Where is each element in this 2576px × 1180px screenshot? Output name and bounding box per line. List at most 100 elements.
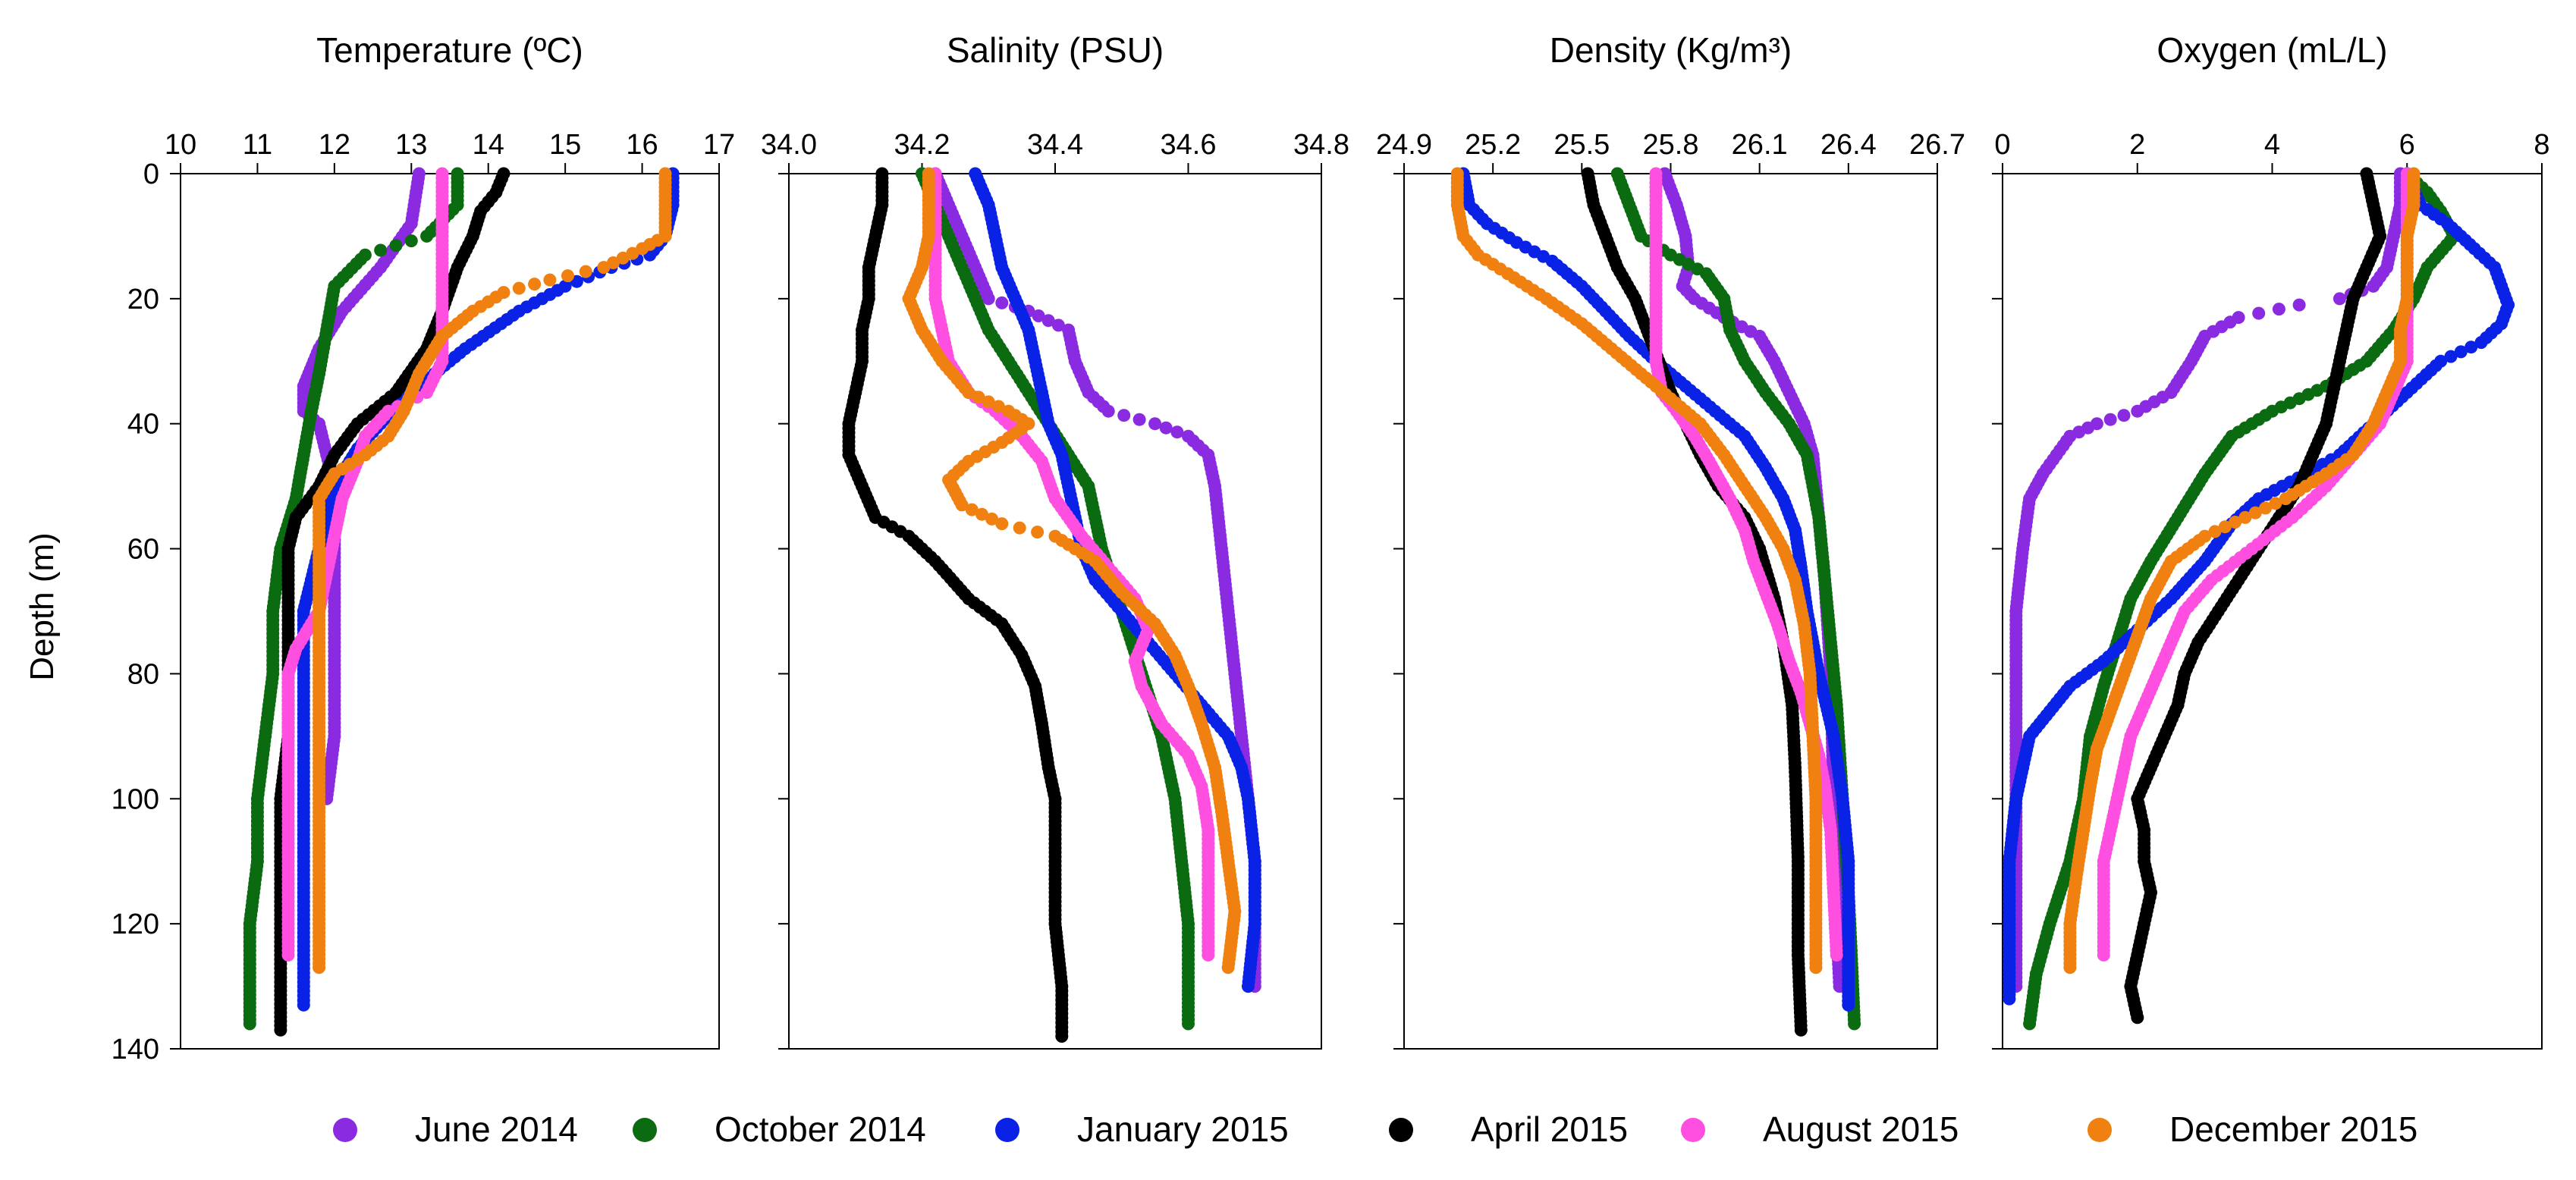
data-point [1041,314,1055,328]
data-point [2464,341,2478,354]
data-point [2229,516,2242,529]
x-tick-label: 25.2 [1465,129,1521,161]
x-tick-label: 4 [2264,129,2280,161]
data-point [2023,1017,2037,1031]
data-point [2259,501,2273,515]
x-tick-label: 26.4 [1820,129,1877,161]
data-point [985,512,999,526]
data-point [2218,520,2232,534]
data-point [982,292,995,306]
data-point [2454,345,2468,359]
y-tick-label: 20 [127,284,159,315]
series-october-2014 [243,167,464,1031]
data-point [1842,998,1855,1012]
legend-marker [1389,1118,1413,1142]
data-point [2117,409,2131,422]
panel-title: Salinity (PSU) [947,30,1164,70]
data-point [2269,497,2282,510]
series-december-2015 [2063,167,2420,974]
data-point [2248,506,2262,519]
data-point [1132,413,1146,426]
data-point [1242,980,1255,993]
x-tick-label: 24.9 [1376,129,1432,161]
data-point [995,296,1009,309]
data-point [1221,961,1235,974]
series-october-2014 [2023,167,2461,1031]
data-point [2131,1011,2144,1025]
data-point [2444,350,2458,363]
data-point [2208,525,2222,538]
data-point [1031,526,1045,539]
data-point [991,400,1005,413]
legend-item: October 2014 [633,1109,926,1149]
x-tick-label: 8 [2534,129,2549,161]
x-tick-label: 17 [703,129,735,161]
data-point [1830,948,1843,962]
data-point [1159,421,1173,435]
legend-item: April 2015 [1389,1109,1628,1149]
legend-marker [633,1118,657,1142]
plot-frame [1403,173,1938,1050]
data-point [962,386,975,399]
panel-title: Temperature (ºC) [316,30,583,70]
data-point [972,391,985,404]
y-tick-label: 0 [143,158,159,190]
x-tick-label: 26.1 [1732,129,1788,161]
x-tick-label: 14 [473,129,504,161]
data-point [616,251,630,265]
data-point [1101,404,1115,418]
x-tick-label: 34.2 [894,129,950,161]
data-point [955,498,969,512]
data-point [297,998,310,1012]
data-point [420,229,434,243]
legend-item: December 2015 [2088,1109,2417,1149]
data-point [995,517,1009,531]
data-point [2474,336,2488,350]
legend-marker [1681,1118,1705,1142]
data-point [2131,404,2144,418]
x-tick-label: 34.4 [1027,129,1083,161]
x-tick-label: 11 [243,129,272,161]
data-point [2063,961,2077,974]
panel-3: Density (Kg/m³)24.9 25.2 25.5 25.8 26.1 26.4 2… [1376,30,1965,1050]
y-tick-label: 120 [112,909,159,940]
data-point [607,256,620,269]
x-tick-label: 34.6 [1161,129,1217,161]
series-january-2015 [2003,167,2515,1006]
legend-item: January 2015 [995,1109,1289,1149]
y-tick-label: 140 [112,1034,159,1065]
data-point [1117,409,1131,422]
series-december-2015 [902,167,1242,974]
series-april-2015 [842,167,1069,1043]
series-august-2015 [281,167,449,962]
x-tick-label: 0 [1994,129,2010,161]
x-tick-label: 10 [165,129,196,161]
data-point [2238,510,2252,524]
data-point [2003,992,2016,1006]
data-point [1148,417,1162,431]
y-tick-label: 80 [127,658,159,690]
legend-label: December 2015 [2169,1109,2417,1149]
panel-title: Oxygen (mL/L) [2157,30,2387,70]
x-tick-label: 13 [395,129,427,161]
data-point [1794,1023,1808,1037]
data-point [982,395,995,409]
y-tick-label: 40 [127,409,159,441]
legend-marker [2088,1118,2112,1142]
data-point [1013,521,1026,535]
x-tick-label: 16 [626,129,658,161]
data-point [626,246,639,260]
data-point [2252,306,2266,320]
data-point [389,239,403,253]
data-point [2279,492,2292,506]
legend-label: January 2015 [1077,1109,1289,1149]
panel-1: Temperature (ºC)10 11 12 13 14 15 16 1702040608… [112,30,736,1065]
data-point [243,1017,256,1031]
plot-frame [180,173,720,1050]
data-point [561,269,574,283]
data-point [281,948,295,962]
series-april-2015 [2124,167,2387,1025]
panel-title: Density (Kg/m³) [1550,30,1792,70]
x-tick-label: 25.5 [1553,129,1610,161]
